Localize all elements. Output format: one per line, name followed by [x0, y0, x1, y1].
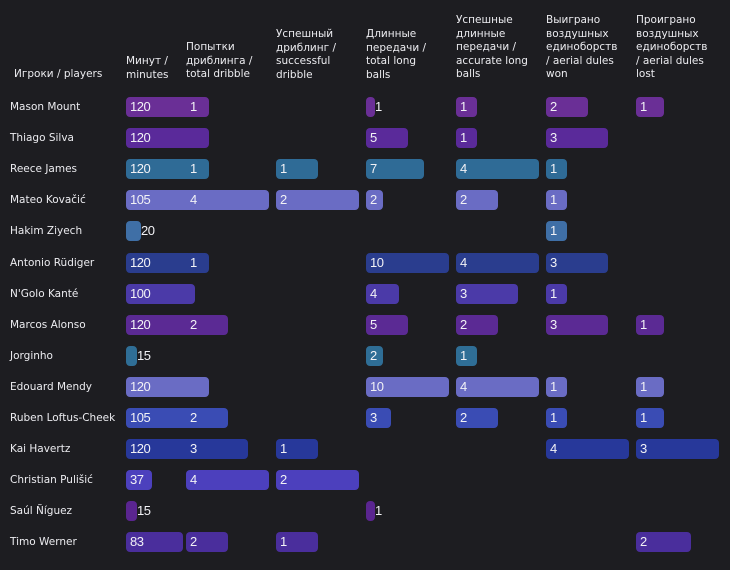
bar-aerial-won: 3 — [546, 252, 608, 273]
bar-dribble-attempts: 1 — [186, 159, 207, 180]
column-header-long-balls: Длинные передачи / total long balls — [366, 28, 427, 81]
bar-aerial-won: 1 — [546, 221, 567, 242]
bar-minutes: 105 — [126, 408, 199, 428]
bar-aerial-lost: 1 — [636, 314, 664, 335]
bar-accurate-long-balls: 1 — [456, 97, 477, 117]
bar-dribble-attempts: 2 — [186, 532, 228, 553]
bar-minutes: 105 — [126, 190, 199, 211]
player-name: Marcos Alonso — [10, 318, 86, 331]
bar-long-balls: 4 — [366, 283, 399, 304]
bar-successful-dribble: 2 — [276, 190, 359, 211]
bar-accurate-long-balls: 4 — [456, 159, 539, 180]
bar-minutes: 120 — [126, 128, 209, 149]
player-name: Mateo Kovačić — [10, 194, 86, 207]
bar-aerial-won: 1 — [546, 376, 567, 397]
bar-successful-dribble: 2 — [276, 470, 359, 491]
player-name: Edouard Mendy — [10, 380, 93, 393]
bar-aerial-won: 2 — [546, 97, 588, 117]
bar-aerial-won: 1 — [546, 283, 567, 304]
bar-dribble-attempts: 1 — [186, 252, 207, 273]
bar-long-balls: 1 — [366, 97, 382, 117]
bar-minutes: 120 — [126, 376, 209, 397]
row-header-players: Игроки / players — [14, 68, 103, 80]
bar-minutes: 37 — [126, 470, 152, 491]
bar-long-balls: 2 — [366, 345, 383, 366]
column-header-accurate-long-balls: Успешные длинные передачи / accurate lon… — [456, 14, 528, 81]
player-name: Hakim Ziyech — [10, 225, 83, 238]
bar-aerial-won: 1 — [546, 408, 567, 428]
bar-dribble-attempts: 4 — [186, 190, 269, 211]
column-header-aerial-won: Выиграно воздушных единоборств / aerial … — [546, 14, 618, 81]
bar-aerial-lost: 2 — [636, 532, 691, 553]
player-name: Christian Pulišić — [10, 474, 93, 487]
bar-dribble-attempts: 3 — [186, 439, 248, 460]
player-name: Saúl Ñíguez — [10, 505, 73, 518]
column-header-minutes: Минут / minutes — [126, 55, 169, 81]
bar-aerial-lost: 1 — [636, 97, 664, 117]
bar-successful-dribble: 1 — [276, 532, 318, 553]
player-name: Jorginho — [10, 349, 53, 362]
bar-aerial-won: 3 — [546, 128, 608, 149]
bar-minutes: 83 — [126, 532, 183, 553]
player-name: Reece James — [10, 163, 78, 176]
column-header-dribble-attempts: Попытки дриблинга / total dribble — [186, 41, 253, 81]
bar-accurate-long-balls: 4 — [456, 252, 539, 273]
bar-accurate-long-balls: 2 — [456, 408, 498, 428]
bar-accurate-long-balls: 1 — [456, 128, 477, 149]
bar-aerial-won: 1 — [546, 190, 567, 211]
bar-accurate-long-balls: 1 — [456, 345, 477, 366]
player-name: Antonio Rüdiger — [10, 256, 95, 269]
bar-long-balls: 10 — [366, 376, 449, 397]
bar-long-balls: 10 — [366, 252, 449, 273]
bar-dribble-attempts: 2 — [186, 408, 228, 428]
bar-accurate-long-balls: 3 — [456, 283, 518, 304]
bar-accurate-long-balls: 4 — [456, 376, 539, 397]
bar-long-balls: 5 — [366, 128, 408, 149]
bar-dribble-attempts: 2 — [186, 314, 228, 335]
bar-long-balls: 2 — [366, 190, 383, 211]
bar-dribble-attempts: 1 — [186, 97, 207, 117]
player-name: Kai Havertz — [10, 443, 71, 456]
player-name: Thiago Silva — [10, 132, 74, 145]
bar-minutes: 15 — [126, 501, 151, 522]
bar-minutes: 20 — [126, 221, 155, 242]
bar-aerial-lost: 1 — [636, 408, 664, 428]
player-name: Mason Mount — [10, 101, 81, 113]
bar-successful-dribble: 1 — [276, 159, 318, 180]
bar-long-balls: 5 — [366, 314, 408, 335]
bar-long-balls: 7 — [366, 159, 424, 180]
bar-aerial-lost: 1 — [636, 376, 664, 397]
bar-dribble-attempts: 4 — [186, 470, 269, 491]
bar-long-balls: 1 — [366, 501, 382, 522]
bar-long-balls: 3 — [366, 408, 391, 428]
bar-aerial-won: 3 — [546, 314, 608, 335]
bar-aerial-won: 4 — [546, 439, 629, 460]
column-header-successful-dribble: Успешный дриблинг / successful dribble — [276, 28, 337, 81]
player-name: N'Golo Kanté — [10, 287, 79, 300]
bar-successful-dribble: 1 — [276, 439, 318, 460]
player-name: Ruben Loftus-Cheek — [10, 412, 116, 424]
bar-minutes: 100 — [126, 283, 195, 304]
column-header-aerial-lost: Проиграно воздушных единоборств / aerial… — [636, 14, 708, 81]
bar-accurate-long-balls: 2 — [456, 314, 498, 335]
bar-minutes: 15 — [126, 345, 151, 366]
player-name: Timo Werner — [10, 536, 77, 549]
bar-aerial-won: 1 — [546, 159, 567, 180]
bar-aerial-lost: 3 — [636, 439, 719, 460]
bar-accurate-long-balls: 2 — [456, 190, 498, 211]
